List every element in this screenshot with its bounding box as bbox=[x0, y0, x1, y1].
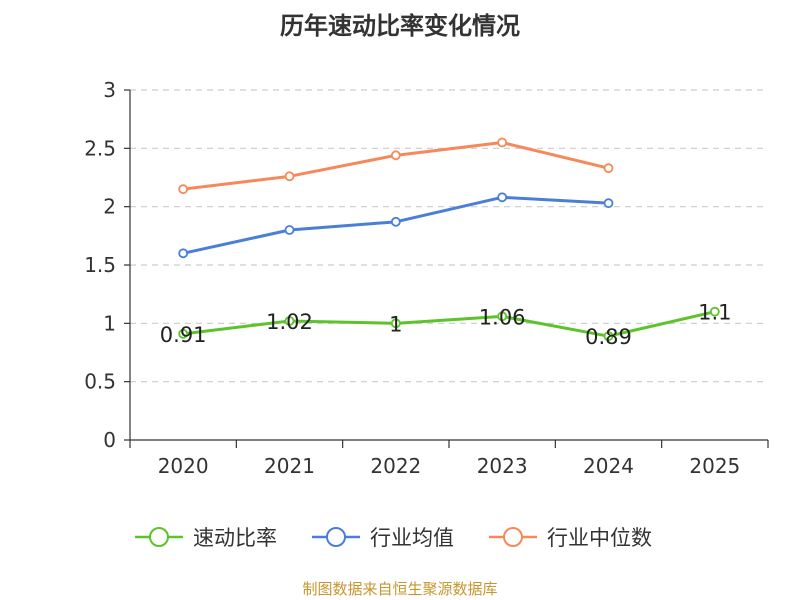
y-tick-label: 2 bbox=[103, 195, 116, 219]
y-tick-label: 0 bbox=[103, 428, 116, 452]
legend-marker bbox=[149, 527, 169, 547]
y-tick-label: 0.5 bbox=[84, 370, 116, 394]
legend-marker bbox=[326, 527, 346, 547]
data-label: 0.89 bbox=[585, 325, 632, 349]
data-point bbox=[284, 171, 295, 182]
data-point bbox=[390, 150, 401, 161]
data-label: 1.02 bbox=[266, 310, 313, 334]
x-tick-label: 2021 bbox=[264, 454, 315, 478]
data-point bbox=[603, 331, 614, 342]
y-tick-label: 2.5 bbox=[84, 136, 116, 160]
chart-title: 历年速动比率变化情况 bbox=[280, 12, 520, 40]
series-layer bbox=[178, 137, 720, 342]
x-tick-label: 2024 bbox=[583, 454, 634, 478]
y-tick-label: 1 bbox=[103, 311, 116, 335]
source-note: 制图数据来自恒生聚源数据库 bbox=[302, 580, 498, 598]
legend-marker bbox=[503, 527, 523, 547]
y-tick-label: 3 bbox=[103, 78, 116, 102]
label-layer: 0.91 1.02 1 1.06 0.89 1.1 bbox=[160, 301, 732, 350]
x-tick-label: 2022 bbox=[370, 454, 421, 478]
series-line bbox=[182, 141, 609, 191]
data-point bbox=[178, 184, 189, 195]
data-label: 1.1 bbox=[698, 301, 731, 325]
data-point bbox=[497, 192, 508, 203]
data-label: 1.06 bbox=[479, 305, 526, 329]
grid-layer bbox=[130, 89, 768, 383]
data-label: 1 bbox=[389, 312, 402, 336]
data-point bbox=[603, 198, 614, 209]
data-label: 0.91 bbox=[160, 323, 207, 347]
legend-layer: 速动比率 行业均值 行业中位数 bbox=[135, 526, 652, 550]
legend-label: 行业中位数 bbox=[547, 526, 652, 550]
data-point bbox=[284, 316, 295, 326]
axis-layer: 0 0.5 1 1.5 2 2.5 3 2020 2021 2022 2023 2024 2025 bbox=[84, 78, 769, 478]
data-point bbox=[709, 306, 720, 317]
x-tick-label: 2020 bbox=[158, 454, 209, 478]
data-point bbox=[603, 163, 614, 174]
legend-label: 速动比率 bbox=[193, 526, 277, 550]
series-line bbox=[182, 310, 716, 338]
data-point bbox=[178, 328, 189, 339]
data-point bbox=[497, 137, 508, 148]
data-point bbox=[497, 311, 508, 322]
data-point bbox=[390, 216, 401, 227]
x-tick-label: 2023 bbox=[477, 454, 528, 478]
legend-label: 行业均值 bbox=[370, 526, 454, 550]
data-point bbox=[390, 318, 401, 329]
x-tick-label: 2025 bbox=[689, 454, 740, 478]
data-point bbox=[178, 248, 189, 259]
data-point bbox=[284, 225, 295, 235]
y-tick-label: 1.5 bbox=[84, 253, 116, 277]
